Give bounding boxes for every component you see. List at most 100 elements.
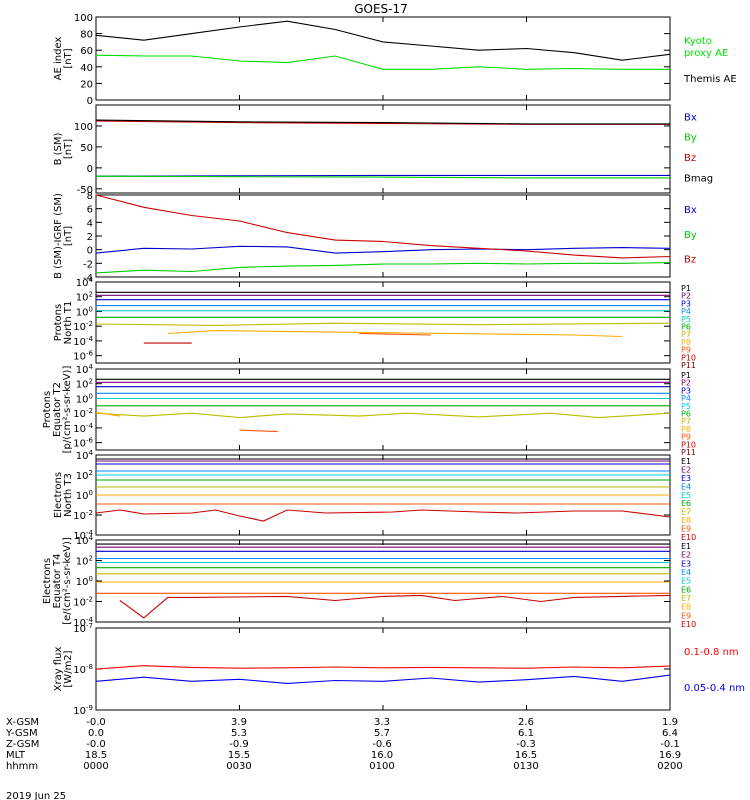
legend-entry: Bx (684, 112, 697, 123)
y-tick-label: 104 (76, 276, 94, 289)
legend-entry: E1 (681, 542, 691, 551)
legend-entry: P1 (681, 284, 691, 293)
y-tick-label: 8 (87, 191, 93, 202)
plot-frame (95, 16, 671, 101)
legend-entry: E2 (681, 465, 691, 474)
footer-value: 3.3 (374, 717, 390, 728)
y-tick-label: -4 (83, 273, 93, 284)
y-axis-label: North T1 (63, 301, 74, 345)
y-tick-label: 10-2 (73, 407, 93, 420)
footer-value: -0.0 (86, 717, 106, 728)
y-tick-label: 100 (76, 392, 93, 405)
y-axis-label: B (SM) (53, 132, 64, 165)
y-axis-label: B (SM)-IGRF (SM) (53, 193, 64, 279)
legend-entry: E8 (681, 603, 691, 612)
legend-entry: E4 (681, 568, 691, 577)
legend-entry: 0.05-0.4 nm (684, 683, 745, 694)
series-line-bmag (95, 119, 670, 125)
y-tick-label: 100 (74, 122, 93, 133)
y-tick-label: 50 (80, 143, 93, 154)
y-tick-label: 6 (87, 205, 93, 216)
legend-entry: Bz (684, 153, 696, 164)
legend-entry: P8 (681, 338, 691, 347)
y-axis-label: Equator T2 (52, 382, 63, 437)
footer-row-label: MLT (6, 750, 26, 761)
plot-frame (95, 194, 671, 278)
y-tick-label: -2 (83, 259, 93, 270)
footer-value: -0.6 (372, 739, 392, 750)
y-tick-label: 10-6 (73, 350, 93, 363)
series-line-bx (95, 174, 670, 177)
y-tick-label: 2 (87, 232, 93, 243)
plot-frame (95, 281, 671, 364)
y-tick-label: 10-8 (73, 663, 93, 676)
footer-value: 6.4 (662, 728, 678, 739)
legend-entry: P11 (681, 448, 696, 457)
series-line-0-05-0-4-nm (95, 674, 671, 684)
legend-entry: P10 (681, 353, 696, 362)
legend-entry: P10 (681, 440, 696, 449)
y-tick-label: 0 (87, 246, 93, 257)
legend-entry: P11 (681, 361, 696, 370)
series-line-kyoto-proxy-ae (95, 54, 670, 70)
y-tick-label: 100 (74, 13, 93, 24)
footer-value: 0200 (657, 761, 682, 772)
footer-value: 2.6 (518, 717, 534, 728)
footer-value: 0000 (83, 761, 108, 772)
y-axis-label: [W/m2] (63, 650, 74, 687)
legend-entry: P8 (681, 425, 691, 434)
y-tick-label: 102 (76, 555, 93, 568)
footer-row-label: Y-GSM (5, 728, 38, 739)
y-tick-label: 10-7 (73, 622, 93, 635)
footer-row-label: hhmm (6, 761, 38, 772)
panel-bdiff: -4 -2 0 2 4 6 8 B (SM)-IGRF (SM) [nT] Bx By Bz (53, 191, 697, 284)
y-axis-label: AE index (53, 37, 64, 81)
y-tick-label: 104 (76, 534, 94, 547)
y-tick-label: 102 (76, 291, 93, 304)
y-axis-label: Equator T4 (52, 554, 63, 609)
legend-entry: By (684, 133, 697, 144)
plot-frame (95, 368, 671, 451)
plot-frame (95, 627, 671, 711)
legend-entry: E9 (681, 611, 691, 620)
footer-value: -0.1 (660, 739, 680, 750)
legend-entry: E4 (681, 482, 691, 491)
legend-entry: E5 (681, 491, 691, 500)
legend-entry: Themis AE (683, 74, 737, 85)
footer-coordinates: X-GSM -0.0 3.9 3.3 2.6 1.9 Y-GSM 0.0 5.3 5.7 6.1 6.… (5, 717, 683, 772)
legend-entry: P4 (681, 394, 691, 403)
series-line-bx (95, 245, 671, 254)
legend-entry: proxy AE (684, 48, 728, 59)
y-tick-label: 0 (87, 164, 93, 175)
legend-entry: P4 (681, 307, 691, 316)
footer-value: 5.3 (231, 728, 247, 739)
series-line-p8 (167, 330, 623, 338)
footer-value: 16.0 (371, 750, 393, 761)
footer-value: 3.9 (231, 717, 247, 728)
y-axis-label: Electrons (53, 472, 64, 518)
y-tick-label: 10-2 (73, 509, 93, 522)
legend-entry: E6 (681, 585, 691, 594)
y-tick-label: 100 (76, 575, 93, 588)
y-axis-label: [nT] (63, 226, 74, 246)
y-tick-label: 4 (87, 218, 93, 229)
legend-entry: E8 (681, 516, 691, 525)
legend-entry: Kyoto (684, 36, 712, 47)
footer-value: 16.5 (515, 750, 537, 761)
legend-entry: E10 (681, 620, 696, 629)
legend-entry: E1 (681, 457, 691, 466)
y-axis-label: Xray flux (53, 647, 64, 692)
y-axis-label: Protons (42, 391, 53, 428)
y-tick-label: 100 (76, 305, 93, 318)
legend-entry: P9 (681, 433, 691, 442)
y-tick-label: 80 (80, 30, 93, 41)
legend-entry: P7 (681, 330, 691, 339)
y-tick-label: 102 (76, 378, 93, 391)
plot-frame (95, 539, 671, 623)
